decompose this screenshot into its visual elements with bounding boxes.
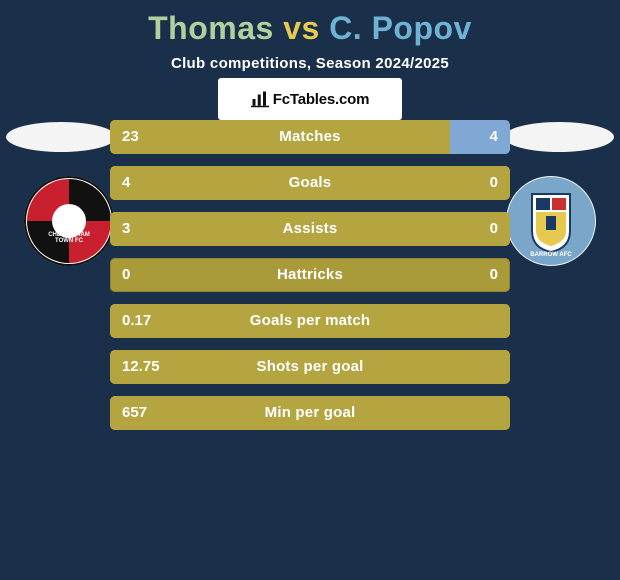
stat-label: Goals — [110, 166, 510, 200]
title-player1: Thomas — [148, 10, 274, 46]
stat-row: 0.17Goals per match — [110, 304, 510, 338]
stat-label: Hattricks — [110, 258, 510, 292]
fctables-text: FcTables.com — [273, 91, 370, 108]
title-vs: vs — [283, 10, 320, 46]
svg-text:TOWN FC: TOWN FC — [55, 238, 84, 244]
page-title: Thomas vs C. Popov — [0, 0, 620, 47]
subtitle: Club competitions, Season 2024/2025 — [0, 55, 620, 72]
fctables-logo: FcTables.com — [218, 78, 402, 120]
crest-left: CHELTENHAM TOWN FC — [24, 176, 114, 266]
stat-label: Assists — [110, 212, 510, 246]
barrow-crest-svg: BARROW AFC — [506, 176, 596, 266]
stat-label: Matches — [110, 120, 510, 154]
stat-label: Goals per match — [110, 304, 510, 338]
stat-row: 234Matches — [110, 120, 510, 154]
player-ellipse-right — [504, 122, 614, 152]
stat-row: 657Min per goal — [110, 396, 510, 430]
svg-text:BARROW AFC: BARROW AFC — [530, 252, 572, 258]
stat-row: 30Assists — [110, 212, 510, 246]
player-ellipse-left — [6, 122, 116, 152]
cheltenham-crest-svg: CHELTENHAM TOWN FC — [24, 176, 114, 266]
stat-row: 40Goals — [110, 166, 510, 200]
stat-label: Min per goal — [110, 396, 510, 430]
crest-right: BARROW AFC — [506, 176, 596, 266]
bar-chart-icon — [251, 90, 269, 108]
title-player2: C. Popov — [329, 10, 472, 46]
stat-label: Shots per goal — [110, 350, 510, 384]
stat-row: 12.75Shots per goal — [110, 350, 510, 384]
stat-bars: 234Matches 40Goals 30Assists 00Hattricks 0.1… — [110, 120, 510, 442]
stat-row: 00Hattricks — [110, 258, 510, 292]
